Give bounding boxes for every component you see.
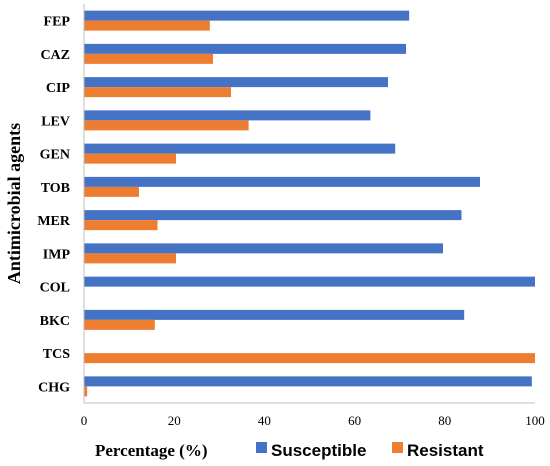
bar-resistant-tob <box>84 186 140 197</box>
bar-resistant-caz <box>84 53 213 64</box>
x-tick-label: 60 <box>348 413 361 428</box>
category-label: CHG <box>38 380 70 395</box>
bar-resistant-bkc <box>84 319 155 330</box>
bars-group <box>84 10 535 397</box>
category-label: IMP <box>43 247 71 262</box>
x-tick-labels: 0 20 40 60 80 100 <box>81 413 545 428</box>
category-label: GEN <box>40 148 70 163</box>
x-tick-label: 80 <box>438 413 451 428</box>
category-label: CAZ <box>40 48 70 63</box>
bar-susceptible-caz <box>84 43 407 54</box>
x-tick-label: 20 <box>168 413 181 428</box>
bar-resistant-tcs <box>84 353 535 364</box>
bar-resistant-fep <box>84 20 210 31</box>
x-tick-label: 40 <box>258 413 271 428</box>
bar-resistant-chg <box>84 386 88 397</box>
bar-susceptible-bkc <box>84 309 465 320</box>
category-label: LEV <box>41 114 70 129</box>
bar-susceptible-lev <box>84 110 371 121</box>
bar-susceptible-gen <box>84 143 396 154</box>
category-label: BKC <box>40 314 70 329</box>
bar-susceptible-imp <box>84 243 443 254</box>
bar-susceptible-chg <box>84 376 532 387</box>
bar-susceptible-col <box>84 276 535 287</box>
bar-resistant-mer <box>84 220 158 231</box>
legend-swatch-susceptible <box>256 442 267 453</box>
legend: Susceptible Resistant <box>256 441 484 460</box>
legend-label-resistant: Resistant <box>407 441 484 460</box>
bar-susceptible-tob <box>84 176 480 187</box>
x-tick-label: 0 <box>81 413 88 428</box>
category-label: MER <box>37 214 71 229</box>
category-label: CIP <box>46 81 71 96</box>
category-label: FEP <box>44 15 71 30</box>
bar-susceptible-mer <box>84 210 462 221</box>
x-tick-label: 100 <box>525 413 545 428</box>
bar-susceptible-cip <box>84 77 388 88</box>
x-axis-title: Percentage (%) <box>95 441 208 460</box>
bar-susceptible-fep <box>84 10 410 21</box>
category-label: COL <box>40 281 70 296</box>
category-label: TCS <box>43 347 70 362</box>
bar-resistant-imp <box>84 253 177 264</box>
legend-label-susceptible: Susceptible <box>271 441 366 460</box>
bar-resistant-lev <box>84 120 249 131</box>
bar-resistant-gen <box>84 153 177 164</box>
bar-resistant-cip <box>84 87 232 98</box>
legend-swatch-resistant <box>392 442 403 453</box>
y-axis-title: Antimicrobial agents <box>4 123 24 284</box>
category-labels: FEP CAZ CIP LEV GEN TOB MER IMP COL BKC TCS CHG <box>37 15 71 396</box>
category-label: TOB <box>41 181 70 196</box>
